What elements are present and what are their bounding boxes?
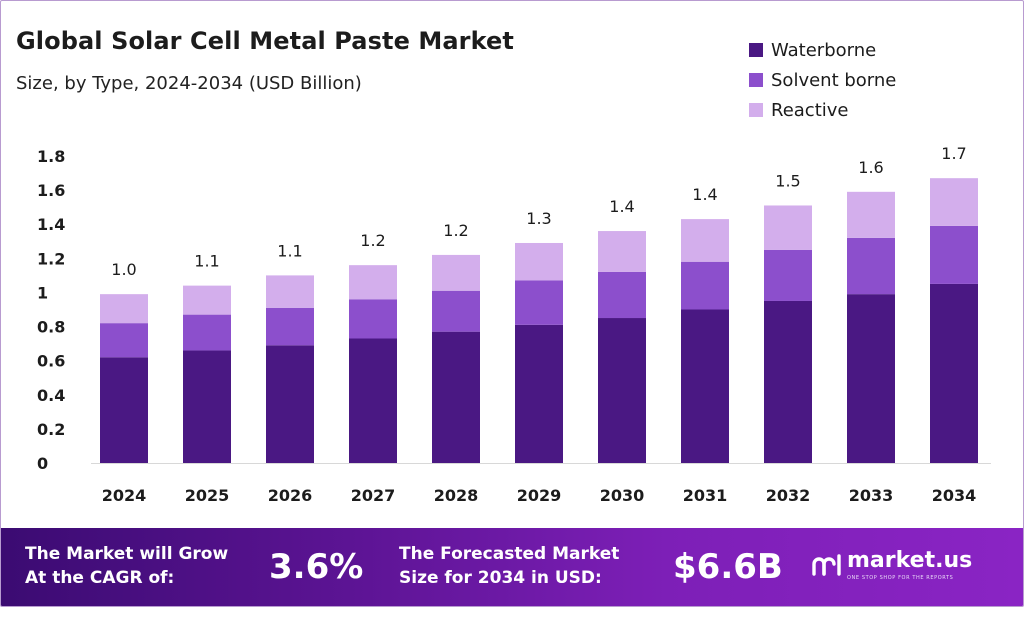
bar-segment-reactive (598, 231, 646, 272)
x-tick-label: 2026 (268, 486, 313, 505)
y-tick-label: 0.6 (37, 352, 65, 371)
bar-segment-waterborne (847, 294, 895, 463)
brand-name: market.us (847, 548, 973, 573)
bar-segment-waterborne (266, 345, 314, 463)
bar-total-label: 1.7 (941, 144, 966, 163)
forecast-label: The Forecasted Market Size for 2034 in U… (399, 542, 619, 590)
bar-segment-reactive (349, 265, 397, 300)
bar-segment-waterborne (100, 357, 148, 463)
bar-total-label: 1.1 (194, 252, 219, 271)
bar-total-label: 1.4 (609, 197, 634, 216)
bar-segment-waterborne (515, 324, 563, 463)
bar-segment-solvent-borne (764, 249, 812, 301)
bar-segment-reactive (681, 219, 729, 262)
bar-segment-solvent-borne (266, 307, 314, 346)
chart-title: Global Solar Cell Metal Paste Market (16, 27, 514, 55)
bar-segment-waterborne (183, 350, 231, 463)
cagr-label-line1: The Market will Grow (25, 544, 229, 564)
bar-segment-waterborne (432, 331, 480, 463)
bar-segment-solvent-borne (681, 261, 729, 310)
bar-segment-solvent-borne (183, 314, 231, 351)
x-tick-label: 2028 (434, 486, 479, 505)
bar-segment-solvent-borne (930, 225, 978, 284)
bar-segment-solvent-borne (349, 299, 397, 339)
x-tick-label: 2032 (766, 486, 811, 505)
y-tick-label: 0.8 (37, 318, 65, 337)
bar-segment-waterborne (349, 338, 397, 463)
x-tick-label: 2034 (932, 486, 977, 505)
bar-segment-reactive (930, 178, 978, 226)
legend-swatch-reactive (749, 103, 763, 117)
cagr-value: 3.6% (269, 547, 364, 587)
legend-item-reactive: Reactive (749, 95, 896, 125)
legend-item-solvent-borne: Solvent borne (749, 65, 896, 95)
bar-segment-reactive (100, 294, 148, 324)
brand-tagline: ONE STOP SHOP FOR THE REPORTS (847, 575, 954, 581)
chart-subtitle: Size, by Type, 2024-2034 (USD Billion) (16, 73, 362, 94)
bar-segment-waterborne (598, 318, 646, 463)
bar-segment-waterborne (930, 283, 978, 463)
bar-segment-solvent-borne (432, 290, 480, 332)
y-tick-label: 0 (37, 454, 48, 473)
legend-swatch-solvent-borne (749, 73, 763, 87)
bar-total-label: 1.3 (526, 209, 551, 228)
bar-segment-solvent-borne (515, 280, 563, 325)
forecast-value: $6.6B (673, 547, 783, 587)
y-tick-label: 0.4 (37, 386, 65, 405)
legend-label-reactive: Reactive (771, 99, 849, 121)
cagr-label-line2: At the CAGR of: (25, 568, 175, 588)
cagr-label: The Market will Grow At the CAGR of: (25, 542, 228, 590)
bar-segment-solvent-borne (100, 323, 148, 358)
x-tick-label: 2031 (683, 486, 728, 505)
bar-segment-reactive (183, 285, 231, 315)
x-tick-label: 2033 (849, 486, 894, 505)
market-us-logo-icon (812, 554, 841, 576)
bar-segment-reactive (847, 191, 895, 238)
bar-total-label: 1.0 (111, 260, 136, 279)
x-tick-label: 2024 (102, 486, 147, 505)
y-tick-label: 0.2 (37, 420, 65, 439)
bar-total-label: 1.6 (858, 158, 883, 177)
bar-segment-waterborne (681, 309, 729, 463)
legend: Waterborne Solvent borne Reactive (749, 35, 896, 125)
forecast-label-line2: Size for 2034 in USD: (399, 568, 602, 588)
bar-total-label: 1.4 (692, 185, 717, 204)
bar-segment-solvent-borne (598, 271, 646, 319)
stacked-bar-chart: 0 0.2 0.4 0.6 0.8 1 1.2 1.4 1.6 1.8 1.0 2024 1.1 2025… (37, 144, 991, 505)
bar-total-label: 1.5 (775, 171, 800, 190)
x-tick-label: 2030 (600, 486, 645, 505)
bar-segment-solvent-borne (847, 237, 895, 295)
legend-label-waterborne: Waterborne (771, 39, 877, 61)
bar-segment-reactive (764, 205, 812, 250)
bar-total-label: 1.2 (443, 221, 468, 240)
legend-label-solvent-borne: Solvent borne (771, 69, 897, 91)
legend-item-waterborne: Waterborne (749, 35, 896, 65)
bar-total-label: 1.1 (277, 241, 302, 260)
x-tick-label: 2029 (517, 486, 562, 505)
y-tick-label: 1.2 (37, 249, 65, 268)
bar-segment-reactive (266, 275, 314, 308)
bar-segment-reactive (432, 254, 480, 291)
y-tick-label: 1.8 (37, 147, 65, 166)
bar-total-label: 1.2 (360, 231, 385, 250)
forecast-label-line1: The Forecasted Market (399, 544, 620, 564)
legend-swatch-waterborne (749, 43, 763, 57)
x-tick-label: 2025 (185, 486, 230, 505)
y-tick-label: 1 (37, 283, 48, 302)
y-tick-label: 1.6 (37, 181, 65, 200)
x-tick-label: 2027 (351, 486, 396, 505)
bar-segment-waterborne (764, 300, 812, 463)
y-tick-label: 1.4 (37, 215, 65, 234)
bar-segment-reactive (515, 242, 563, 281)
footer-banner: The Market will Grow At the CAGR of: 3.6… (1, 528, 1023, 606)
